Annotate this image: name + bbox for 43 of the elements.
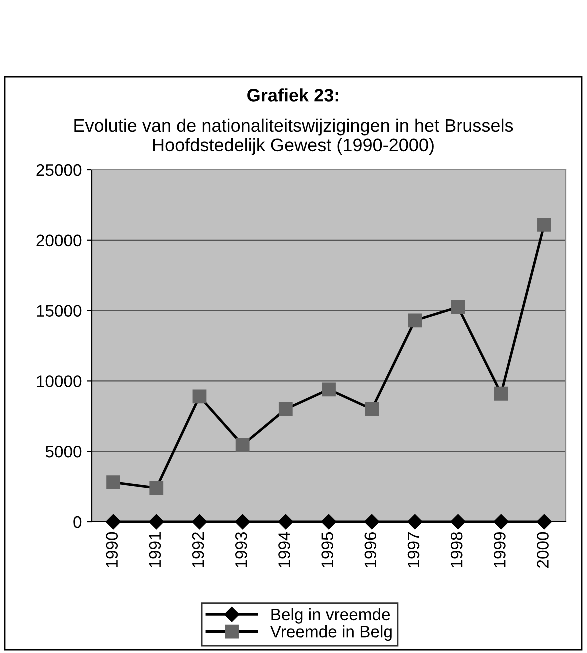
- point: [192, 514, 208, 530]
- y-tick-label: 5000: [46, 446, 82, 458]
- point: [278, 402, 293, 416]
- point: [236, 438, 250, 452]
- x-tick-label: 1992: [192, 532, 204, 568]
- point: [106, 514, 122, 530]
- y-tick-label: 20000: [36, 234, 82, 247]
- point: [364, 514, 380, 530]
- x-tick-label: 1990: [106, 532, 118, 568]
- point: [408, 514, 423, 530]
- point: [536, 514, 552, 530]
- x-tick-label: 1996: [364, 532, 377, 568]
- point: [149, 514, 164, 530]
- point: [451, 300, 466, 314]
- y-tick-label: 0: [74, 516, 82, 528]
- x-tick-label: 2000: [537, 532, 549, 568]
- point: [322, 382, 336, 397]
- point: [494, 386, 508, 401]
- point: [408, 314, 422, 328]
- point: [321, 514, 337, 530]
- point: [278, 514, 294, 530]
- x-tick-label: 1999: [494, 532, 506, 568]
- legend-label: Vreemde in Belg: [270, 626, 392, 642]
- x-tick-label: 1994: [278, 532, 290, 568]
- x-tick-label: 1995: [322, 532, 334, 568]
- x-tick-label: 1997: [408, 532, 420, 568]
- y-tick-label: 15000: [37, 305, 82, 318]
- point: [235, 514, 250, 530]
- x-tick-label: 1993: [235, 532, 248, 568]
- legend-label: Belg in vreemde: [272, 608, 390, 624]
- point: [365, 402, 380, 416]
- point: [494, 514, 509, 530]
- y-tick-label: 10000: [37, 376, 82, 388]
- point: [538, 218, 552, 232]
- y-tick-label: 25000: [36, 164, 82, 176]
- point: [106, 476, 120, 490]
- point: [192, 390, 207, 404]
- chart-subtitle: Evolutie van de nationaliteitswijzigingen in het Brussels Hoofdstedelijk Gewest (1990-2000): [74, 118, 514, 156]
- x-tick-label: 1991: [149, 532, 162, 568]
- point: [450, 514, 466, 530]
- point: [150, 481, 164, 496]
- chart-title: Grafiek 23:: [248, 88, 338, 102]
- x-tick-label: 1998: [450, 532, 463, 568]
